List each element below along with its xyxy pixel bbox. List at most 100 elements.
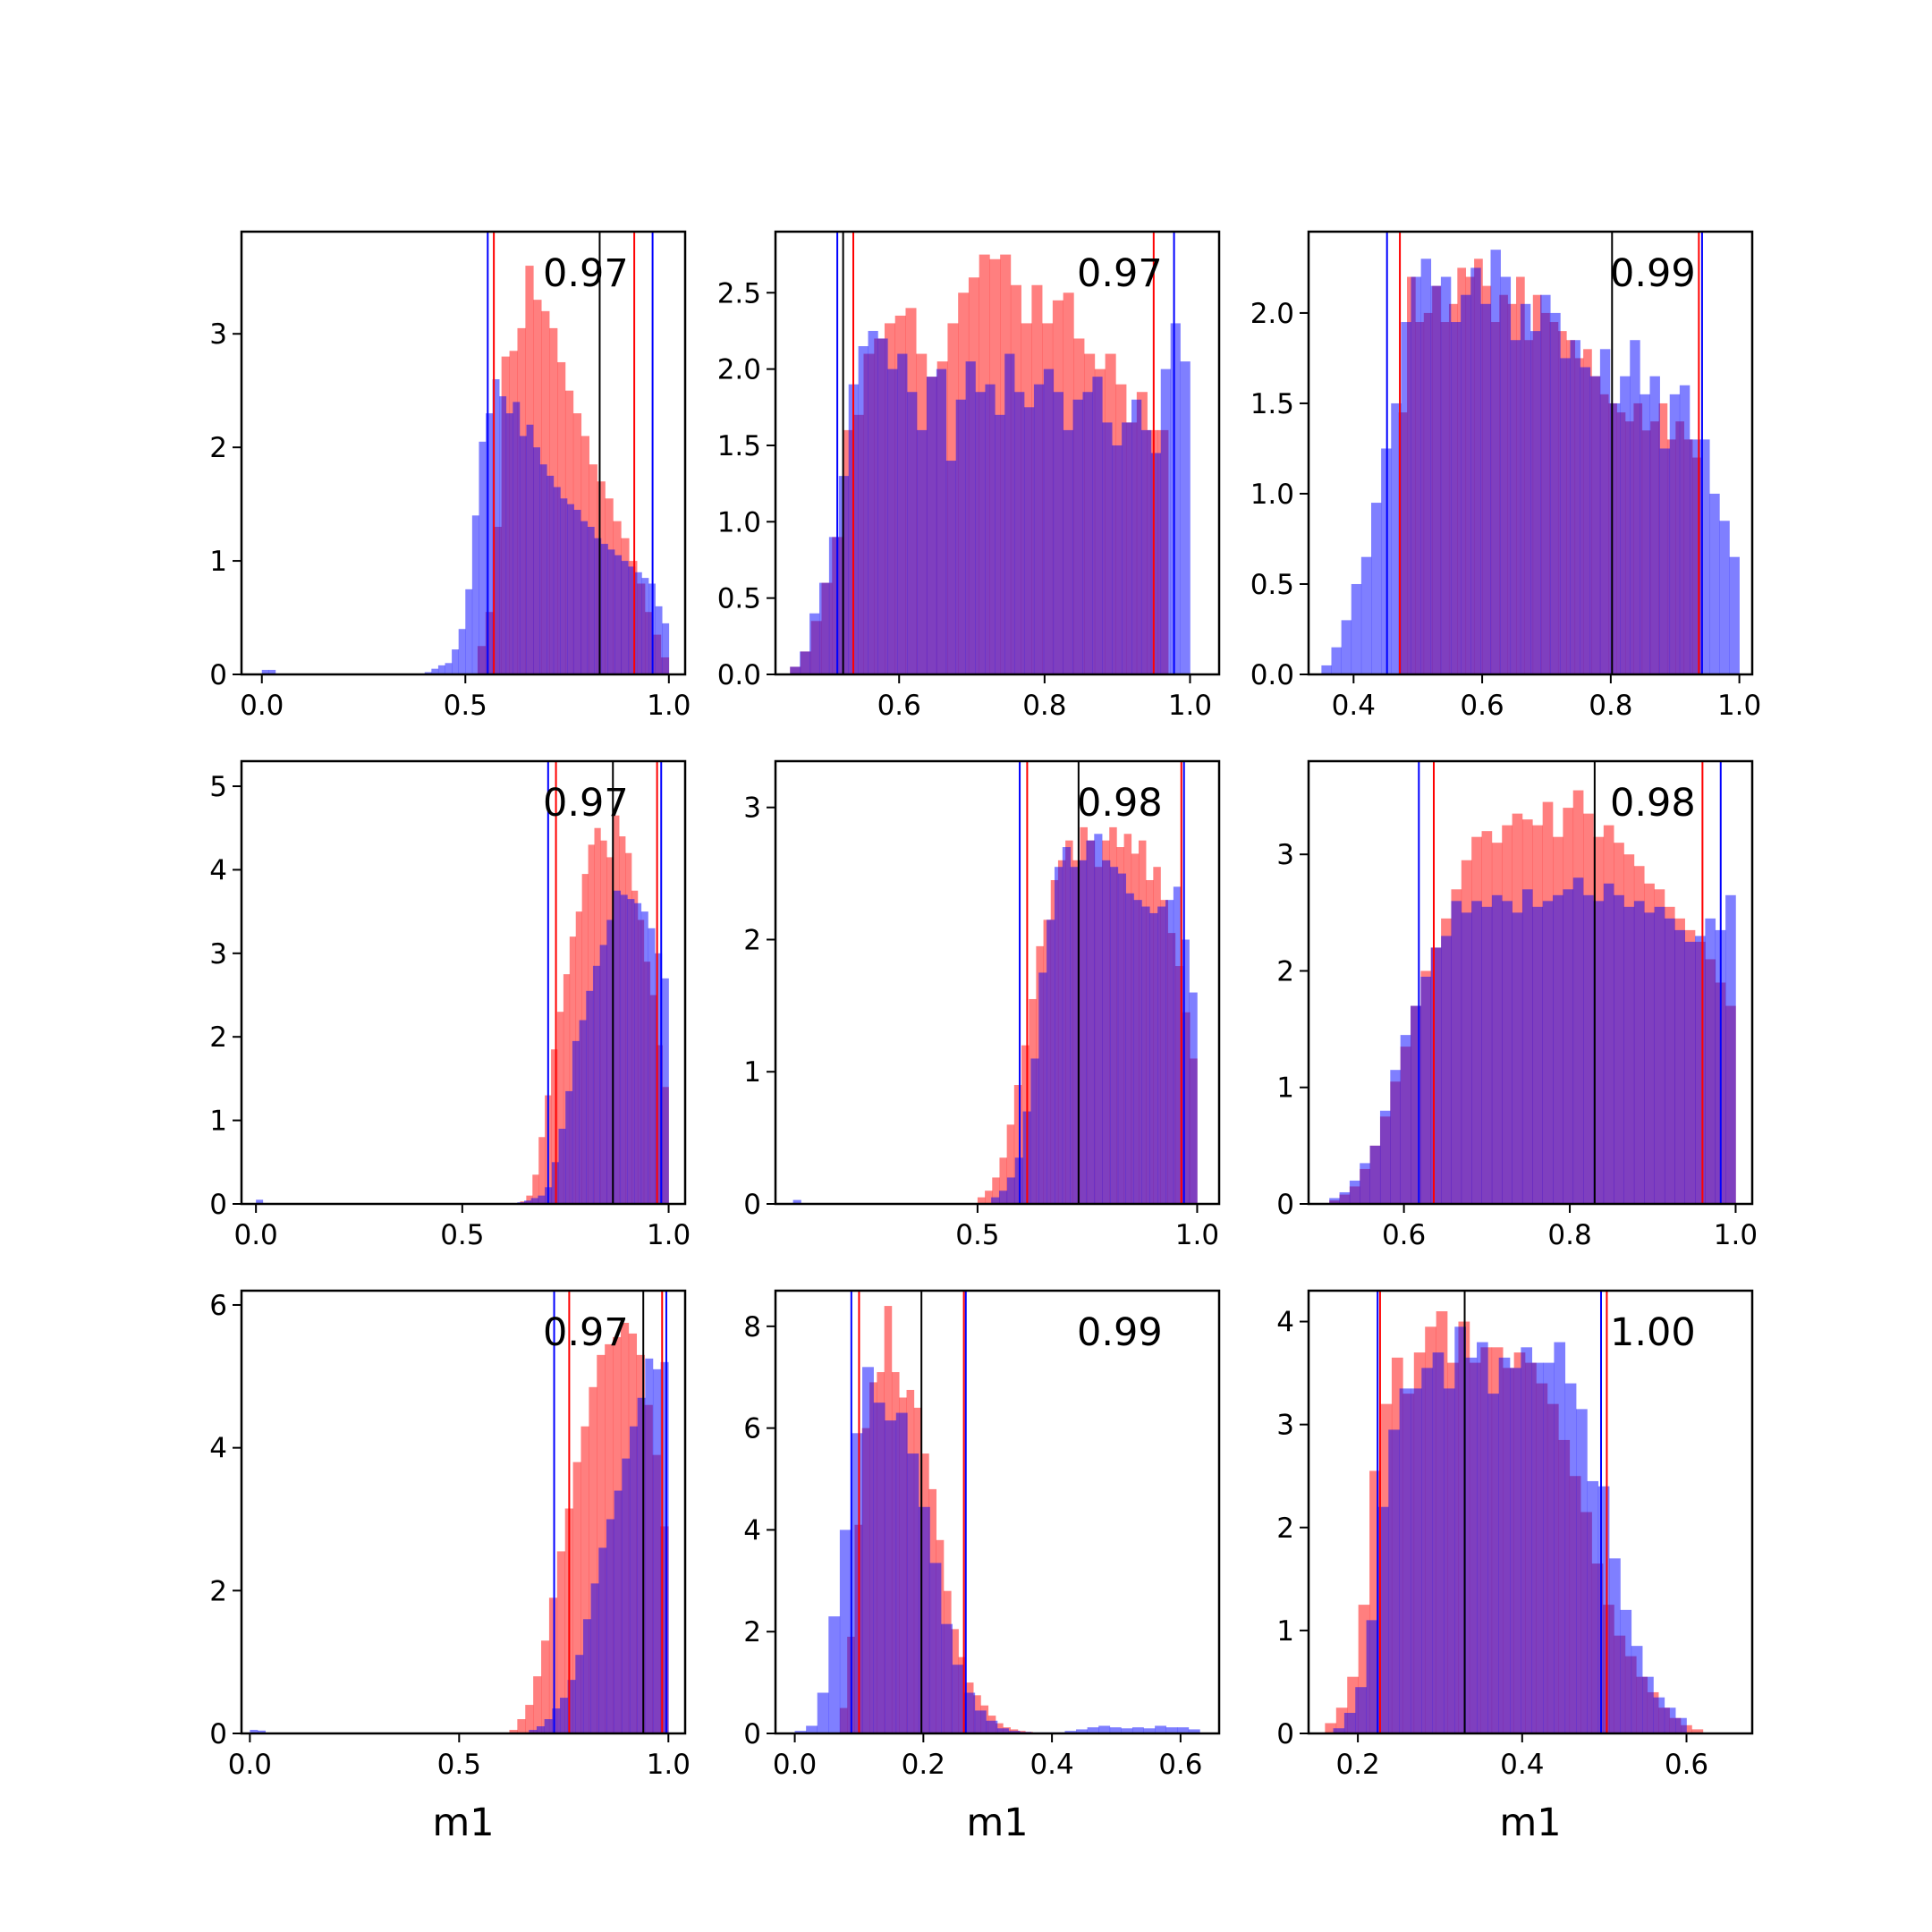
y-tick-label: 1.5 <box>717 430 761 462</box>
histogram-bar <box>828 1616 841 1733</box>
histogram-bar <box>598 1547 607 1733</box>
histogram-bar <box>1388 1429 1400 1733</box>
histogram-bar <box>627 899 635 1204</box>
histogram-bar <box>1133 900 1142 1204</box>
histogram-bar <box>1679 385 1690 674</box>
histogram-bar <box>567 504 574 674</box>
histogram-bar <box>1400 1035 1411 1204</box>
y-tick-label: 0 <box>1276 1189 1294 1221</box>
x-tick-label: 0.5 <box>955 1219 999 1251</box>
histogram-bar <box>486 413 493 674</box>
histogram-bar <box>1487 1394 1499 1733</box>
histogram-bar <box>547 475 555 674</box>
histogram-bar <box>1086 840 1095 1204</box>
histogram-bar <box>918 1506 930 1733</box>
histogram-bar <box>1589 376 1601 674</box>
histogram-bar <box>1603 883 1614 1204</box>
histogram-bar <box>1143 1728 1156 1733</box>
histogram-bar <box>1609 1558 1621 1733</box>
histogram-bar <box>538 1195 546 1204</box>
histogram-bar <box>806 1725 818 1733</box>
histogram-bar <box>560 498 568 674</box>
y-tick-label: 4 <box>209 1433 227 1465</box>
histogram-bar <box>1155 1725 1166 1733</box>
histogram-bar <box>552 1708 561 1733</box>
histogram-bar <box>1341 620 1352 674</box>
histogram-bar <box>1563 889 1574 1204</box>
histogram-bar <box>1530 331 1541 674</box>
histogram-bar <box>1498 1357 1511 1733</box>
histogram-bar <box>1461 294 1471 674</box>
histogram-bar <box>1102 422 1113 674</box>
histogram-bar <box>1454 1326 1466 1733</box>
plot-area <box>250 1291 669 1733</box>
histogram-bar <box>519 436 527 674</box>
y-tick-label: 0 <box>209 659 227 691</box>
x-axis-label: m1 <box>966 1801 1028 1845</box>
histogram-bar <box>1599 349 1611 674</box>
histogram-bar <box>1121 1728 1133 1733</box>
y-tick-label: 3 <box>209 938 227 970</box>
histogram-bar <box>1360 556 1372 674</box>
y-tick-label: 1.0 <box>1250 479 1294 511</box>
histogram-bar <box>1443 1388 1455 1733</box>
histogram-bar <box>1614 894 1624 1204</box>
histogram-bar <box>1550 312 1561 674</box>
panel-annotation: 0.97 <box>1077 251 1163 296</box>
histogram-bar <box>526 1195 533 1204</box>
axes-frame <box>774 230 1221 676</box>
histogram-bar <box>1321 665 1332 674</box>
x-axis-label: m1 <box>432 1801 494 1845</box>
y-tick-label: 4 <box>209 854 227 886</box>
histogram-bar <box>895 1412 908 1733</box>
histogram-bar <box>1140 429 1152 674</box>
histogram-bar <box>862 1367 874 1733</box>
histogram-bar <box>559 1698 568 1733</box>
y-tick-label: 2.0 <box>1250 298 1294 330</box>
axes-frame <box>240 759 687 1206</box>
y-tick-label: 1 <box>209 1106 227 1138</box>
histogram-bar <box>1150 453 1162 674</box>
plot-area <box>1325 1291 1704 1733</box>
histogram-bar <box>1430 947 1442 1204</box>
histogram-bar <box>1659 448 1671 674</box>
histogram-bar <box>1014 392 1025 674</box>
histogram-bar <box>637 1397 646 1733</box>
histogram-bar <box>1532 906 1543 1204</box>
histogram-bar <box>1471 901 1482 1204</box>
histogram-bar <box>1502 901 1513 1204</box>
histogram-bar <box>1564 1383 1577 1733</box>
histogram-bar <box>1064 1731 1077 1733</box>
histogram-bar <box>614 1490 623 1733</box>
histogram-bar <box>1490 250 1501 674</box>
histogram-bar <box>532 1174 539 1204</box>
histogram-bar <box>1644 912 1655 1204</box>
histogram-bar <box>533 1676 542 1733</box>
histogram-bar <box>1570 340 1580 674</box>
histogram-bar <box>600 544 608 674</box>
plot-area <box>790 232 1191 674</box>
histogram-bar <box>599 945 607 1204</box>
histogram-bar <box>1531 1362 1544 1733</box>
histogram-bar <box>652 1368 661 1733</box>
blue-histogram-series <box>792 834 1198 1204</box>
histogram-bar <box>1371 503 1382 674</box>
histogram-bar <box>1500 276 1512 674</box>
histogram-bar <box>1542 901 1554 1204</box>
histogram-bar <box>556 1551 566 1733</box>
histogram-bar <box>645 1358 654 1733</box>
histogram-bar <box>1695 936 1706 1204</box>
histogram-bar <box>1699 439 1710 674</box>
histogram-panel-3: 0.4 0.6 0.8 1.0 0.0 0.5 1.0 1.5 2.0 0.99 <box>1250 230 1761 722</box>
histogram-bar <box>499 396 507 674</box>
axes-frame <box>1307 1289 1754 1735</box>
histogram-bar <box>1421 1368 1433 1733</box>
histogram-bar <box>606 919 614 1204</box>
histogram-bar <box>1430 285 1442 674</box>
y-tick-label: 1.0 <box>717 506 761 538</box>
histogram-bar <box>524 1200 532 1204</box>
histogram-bar <box>492 379 500 674</box>
histogram-panel-1: 0.0 0.5 1.0 0 1 2 3 0.97 <box>209 230 691 722</box>
histogram-bar <box>530 1198 538 1204</box>
histogram-bar <box>1076 1729 1088 1733</box>
